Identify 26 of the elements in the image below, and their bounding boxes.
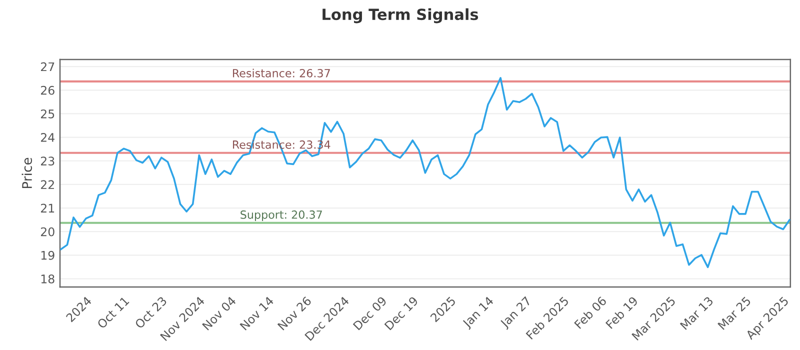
line-series [60, 76, 790, 268]
x-tick-label: Feb 06 [574, 296, 607, 330]
ref-line-label: Support: 20.37 [240, 210, 322, 221]
x-tick-label: Oct 11 [96, 296, 130, 330]
y-tick-label: 23 [40, 156, 54, 166]
y-tick-label: 26 [40, 86, 54, 95]
x-tick-label: Feb 19 [605, 296, 638, 330]
y-axis-title: Price [22, 158, 32, 188]
ref-line-label: Resistance: 26.37 [232, 68, 330, 78]
y-tick-label: 22 [40, 180, 54, 189]
x-tick-label: Jan 14 [462, 296, 496, 330]
x-tick-label: Mar 25 [717, 296, 752, 330]
x-tick-label: Mar 13 [680, 296, 714, 330]
y-tick-label: 27 [40, 62, 54, 72]
x-tick-label: Dec 19 [384, 296, 419, 330]
y-tick-label: 18 [41, 274, 54, 284]
chart-title: Long Term Signals [322, 8, 478, 24]
y-tick-label: 25 [40, 109, 54, 118]
x-tick-label: Jan 27 [499, 296, 533, 330]
x-tick-label: Oct 23 [134, 296, 168, 330]
y-tick-label: 21 [40, 204, 54, 213]
y-tick-label: 19 [41, 250, 54, 260]
y-tick-label: 24 [40, 133, 54, 142]
x-tick-label: Nov 26 [277, 296, 312, 331]
x-tick-label: Nov 14 [240, 296, 274, 331]
y-tick-label: 20 [40, 227, 54, 236]
